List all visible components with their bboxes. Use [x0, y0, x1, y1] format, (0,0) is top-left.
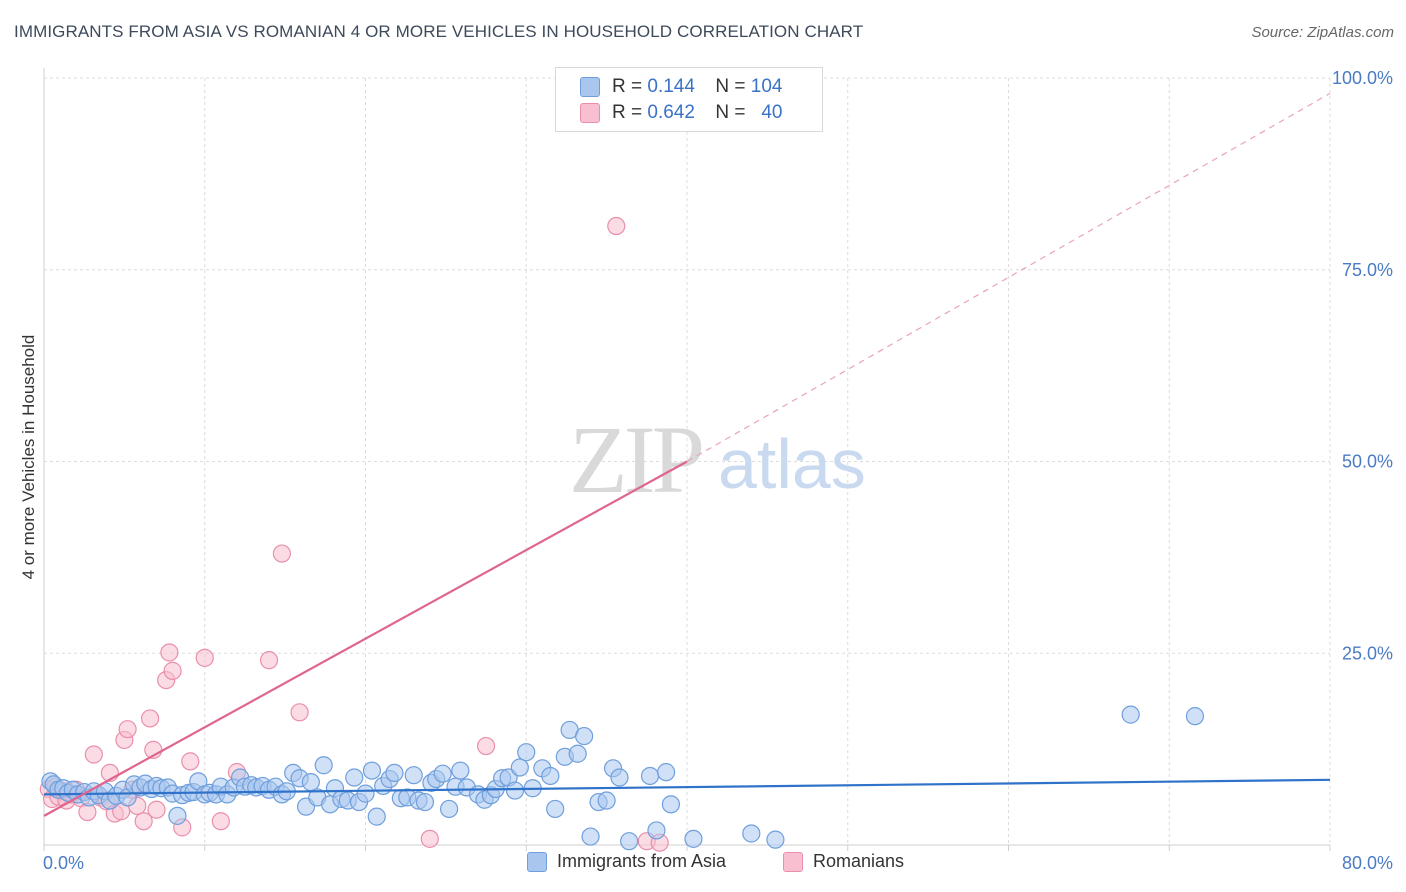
data-point [195, 648, 214, 667]
legend-swatch-asia [580, 77, 600, 97]
data-point [640, 766, 660, 786]
trend-line-romanians-extrapolated [686, 92, 1331, 463]
data-point [168, 806, 187, 825]
data-point [439, 799, 459, 819]
data-point [345, 768, 364, 787]
y-axis-labels: 25.0% 50.0% 75.0% 100.0% [1332, 68, 1393, 663]
legend-n-label: N = [715, 102, 746, 123]
data-point [211, 812, 230, 831]
data-point [290, 703, 309, 722]
legend-n-label: N = [715, 76, 746, 97]
data-point [546, 799, 565, 819]
data-point [597, 791, 616, 810]
chart-title: IMMIGRANTS FROM ASIA VS ROMANIAN 4 OR MO… [14, 22, 864, 41]
legend: R = 0.144 N = 104 R = 0.642 N = 40 [555, 67, 823, 132]
data-point [541, 766, 560, 786]
data-point [420, 829, 439, 848]
data-point [367, 807, 386, 826]
data-point [742, 824, 761, 843]
bottom-legend-swatch-asia [527, 851, 547, 872]
y-tick-label: 75.0% [1342, 260, 1393, 280]
data-point [433, 764, 452, 783]
trend-lines [43, 92, 1331, 817]
data-point [766, 830, 785, 849]
data-point [259, 651, 279, 670]
watermark-zip: ZIP [569, 406, 702, 513]
data-point [476, 736, 496, 756]
legend-row-romanians: R = 0.642 N = 40 [580, 101, 782, 125]
watermark-atlas: atlas [718, 425, 866, 503]
data-point [160, 643, 179, 662]
data-point [415, 792, 435, 812]
legend-r-value: 0.144 [647, 76, 695, 97]
data-point [517, 743, 536, 762]
legend-swatch-romanians [580, 103, 600, 123]
data-point [575, 726, 594, 746]
data-point [181, 752, 200, 771]
data-point [84, 745, 103, 764]
data-point [610, 768, 629, 787]
data-point [568, 744, 587, 763]
legend-n-value: 104 [750, 76, 783, 97]
data-point [272, 544, 292, 563]
data-point [505, 781, 525, 800]
data-point [510, 758, 529, 777]
x-tick-label-max: 80.0% [1342, 853, 1393, 873]
data-point [1185, 707, 1205, 726]
legend-r-value: 0.642 [647, 102, 695, 123]
x-tick-label-min: 0.0% [43, 853, 84, 873]
data-point [451, 761, 470, 780]
legend-r-label: R = [612, 102, 643, 123]
data-point [118, 720, 137, 739]
bottom-legend-label-asia: Immigrants from Asia [557, 851, 727, 871]
data-point [163, 661, 182, 680]
bottom-legend-romanians: Romanians [783, 851, 904, 872]
y-axis-title: 4 or more Vehicles in Household [19, 335, 38, 580]
bottom-legend-asia: Immigrants from Asia [527, 851, 726, 872]
data-point [362, 761, 382, 780]
trend-line-romanians [43, 460, 688, 817]
data-point [684, 829, 703, 848]
legend-row-asia: R = 0.144 N = 104 [580, 75, 782, 99]
y-tick-label: 100.0% [1332, 68, 1393, 88]
data-point [620, 832, 639, 851]
data-point [661, 795, 681, 814]
data-point [356, 784, 375, 803]
source-label: Source: ZipAtlas.com [1251, 24, 1394, 41]
data-point [647, 821, 666, 840]
bottom-legend-label-romanians: Romanians [813, 851, 905, 871]
data-point [581, 827, 600, 846]
data-point [134, 812, 153, 831]
data-point [385, 763, 404, 783]
watermark: ZIP atlas [569, 406, 866, 513]
legend-r-label: R = [612, 76, 643, 97]
data-point [404, 766, 423, 785]
legend-n-value: 40 [761, 102, 783, 123]
data-point [607, 216, 626, 236]
y-tick-label: 25.0% [1342, 643, 1393, 663]
bottom-legend: Immigrants from Asia Romanians [0, 851, 1406, 877]
y-tick-label: 50.0% [1342, 452, 1393, 472]
data-point [1121, 705, 1140, 724]
bottom-legend-swatch-romanians [783, 851, 803, 872]
data-point [147, 800, 166, 819]
data-point [657, 763, 676, 782]
trend-line-asia [43, 778, 1331, 796]
data-point [314, 756, 333, 775]
data-point [140, 709, 160, 728]
data-point [301, 773, 320, 792]
